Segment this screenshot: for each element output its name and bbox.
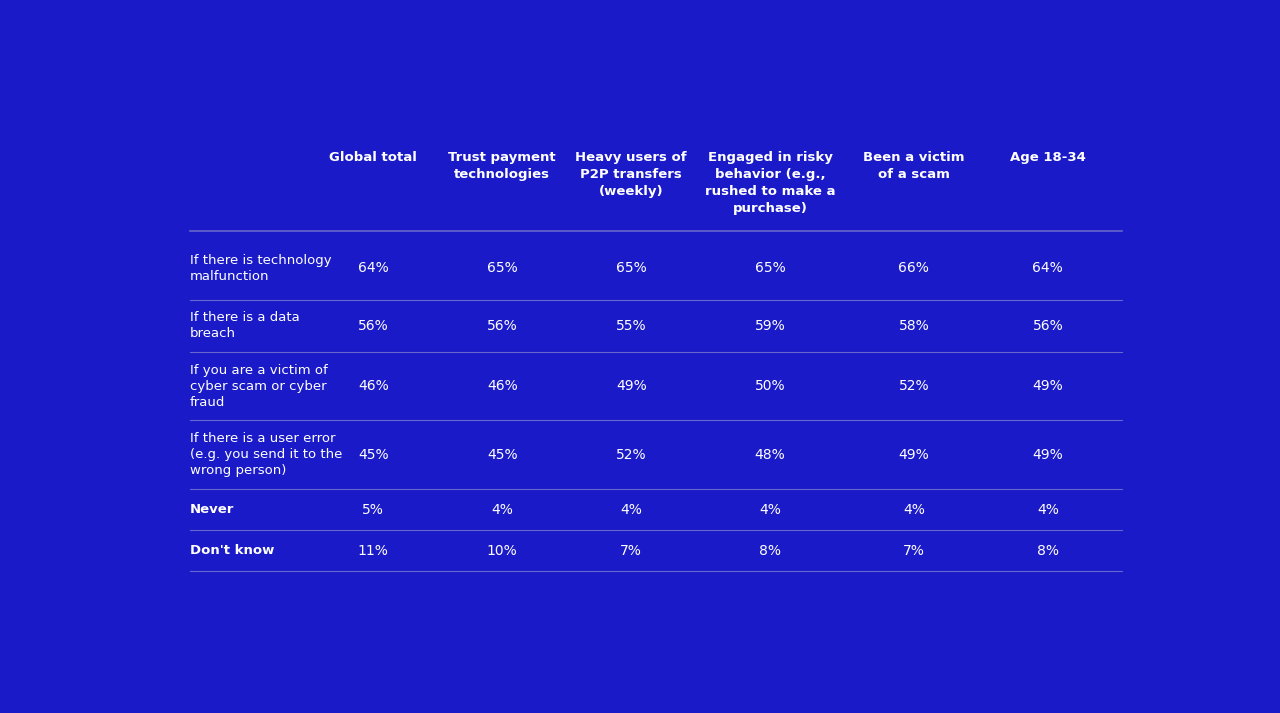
Text: 56%: 56% [358,319,389,333]
Text: 59%: 59% [755,319,786,333]
Text: Heavy users of
P2P transfers
(weekly): Heavy users of P2P transfers (weekly) [576,151,687,198]
Text: 4%: 4% [492,503,513,517]
Text: 45%: 45% [358,448,389,462]
Text: 49%: 49% [1033,379,1064,393]
Text: 4%: 4% [1037,503,1059,517]
Text: 8%: 8% [1037,544,1059,558]
Text: 4%: 4% [902,503,925,517]
Text: 4%: 4% [621,503,643,517]
Text: If there is technology
malfunction: If there is technology malfunction [189,254,332,282]
Text: Global total: Global total [329,151,417,165]
Text: 45%: 45% [486,448,517,462]
Text: 7%: 7% [902,544,925,558]
Text: 49%: 49% [1033,448,1064,462]
Text: 4%: 4% [759,503,781,517]
Text: 49%: 49% [616,379,646,393]
Text: 52%: 52% [616,448,646,462]
Text: 46%: 46% [486,379,517,393]
Text: 55%: 55% [616,319,646,333]
Text: If there is a user error
(e.g. you send it to the
wrong person): If there is a user error (e.g. you send … [189,432,342,477]
Text: Engaged in risky
behavior (e.g.,
rushed to make a
purchase): Engaged in risky behavior (e.g., rushed … [705,151,836,215]
Text: 10%: 10% [486,544,517,558]
Text: 50%: 50% [755,379,786,393]
Text: 65%: 65% [486,261,517,275]
Text: 64%: 64% [358,261,389,275]
Text: If there is a data
breach: If there is a data breach [189,312,300,340]
Text: Age 18-34: Age 18-34 [1010,151,1085,165]
Text: 48%: 48% [755,448,786,462]
Text: 66%: 66% [899,261,929,275]
Text: 58%: 58% [899,319,929,333]
Text: 8%: 8% [759,544,781,558]
Text: 52%: 52% [899,379,929,393]
Text: 64%: 64% [1033,261,1064,275]
Text: 49%: 49% [899,448,929,462]
Text: Never: Never [189,503,234,516]
Text: 65%: 65% [755,261,786,275]
Text: 56%: 56% [486,319,517,333]
Text: Don't know: Don't know [189,544,274,558]
Text: 65%: 65% [616,261,646,275]
Text: 5%: 5% [362,503,384,517]
Text: Been a victim
of a scam: Been a victim of a scam [863,151,965,181]
Text: 7%: 7% [621,544,643,558]
Text: Trust payment
technologies: Trust payment technologies [448,151,556,181]
Text: 56%: 56% [1033,319,1064,333]
Text: If you are a victim of
cyber scam or cyber
fraud: If you are a victim of cyber scam or cyb… [189,364,328,409]
Text: 46%: 46% [358,379,389,393]
Text: 11%: 11% [358,544,389,558]
